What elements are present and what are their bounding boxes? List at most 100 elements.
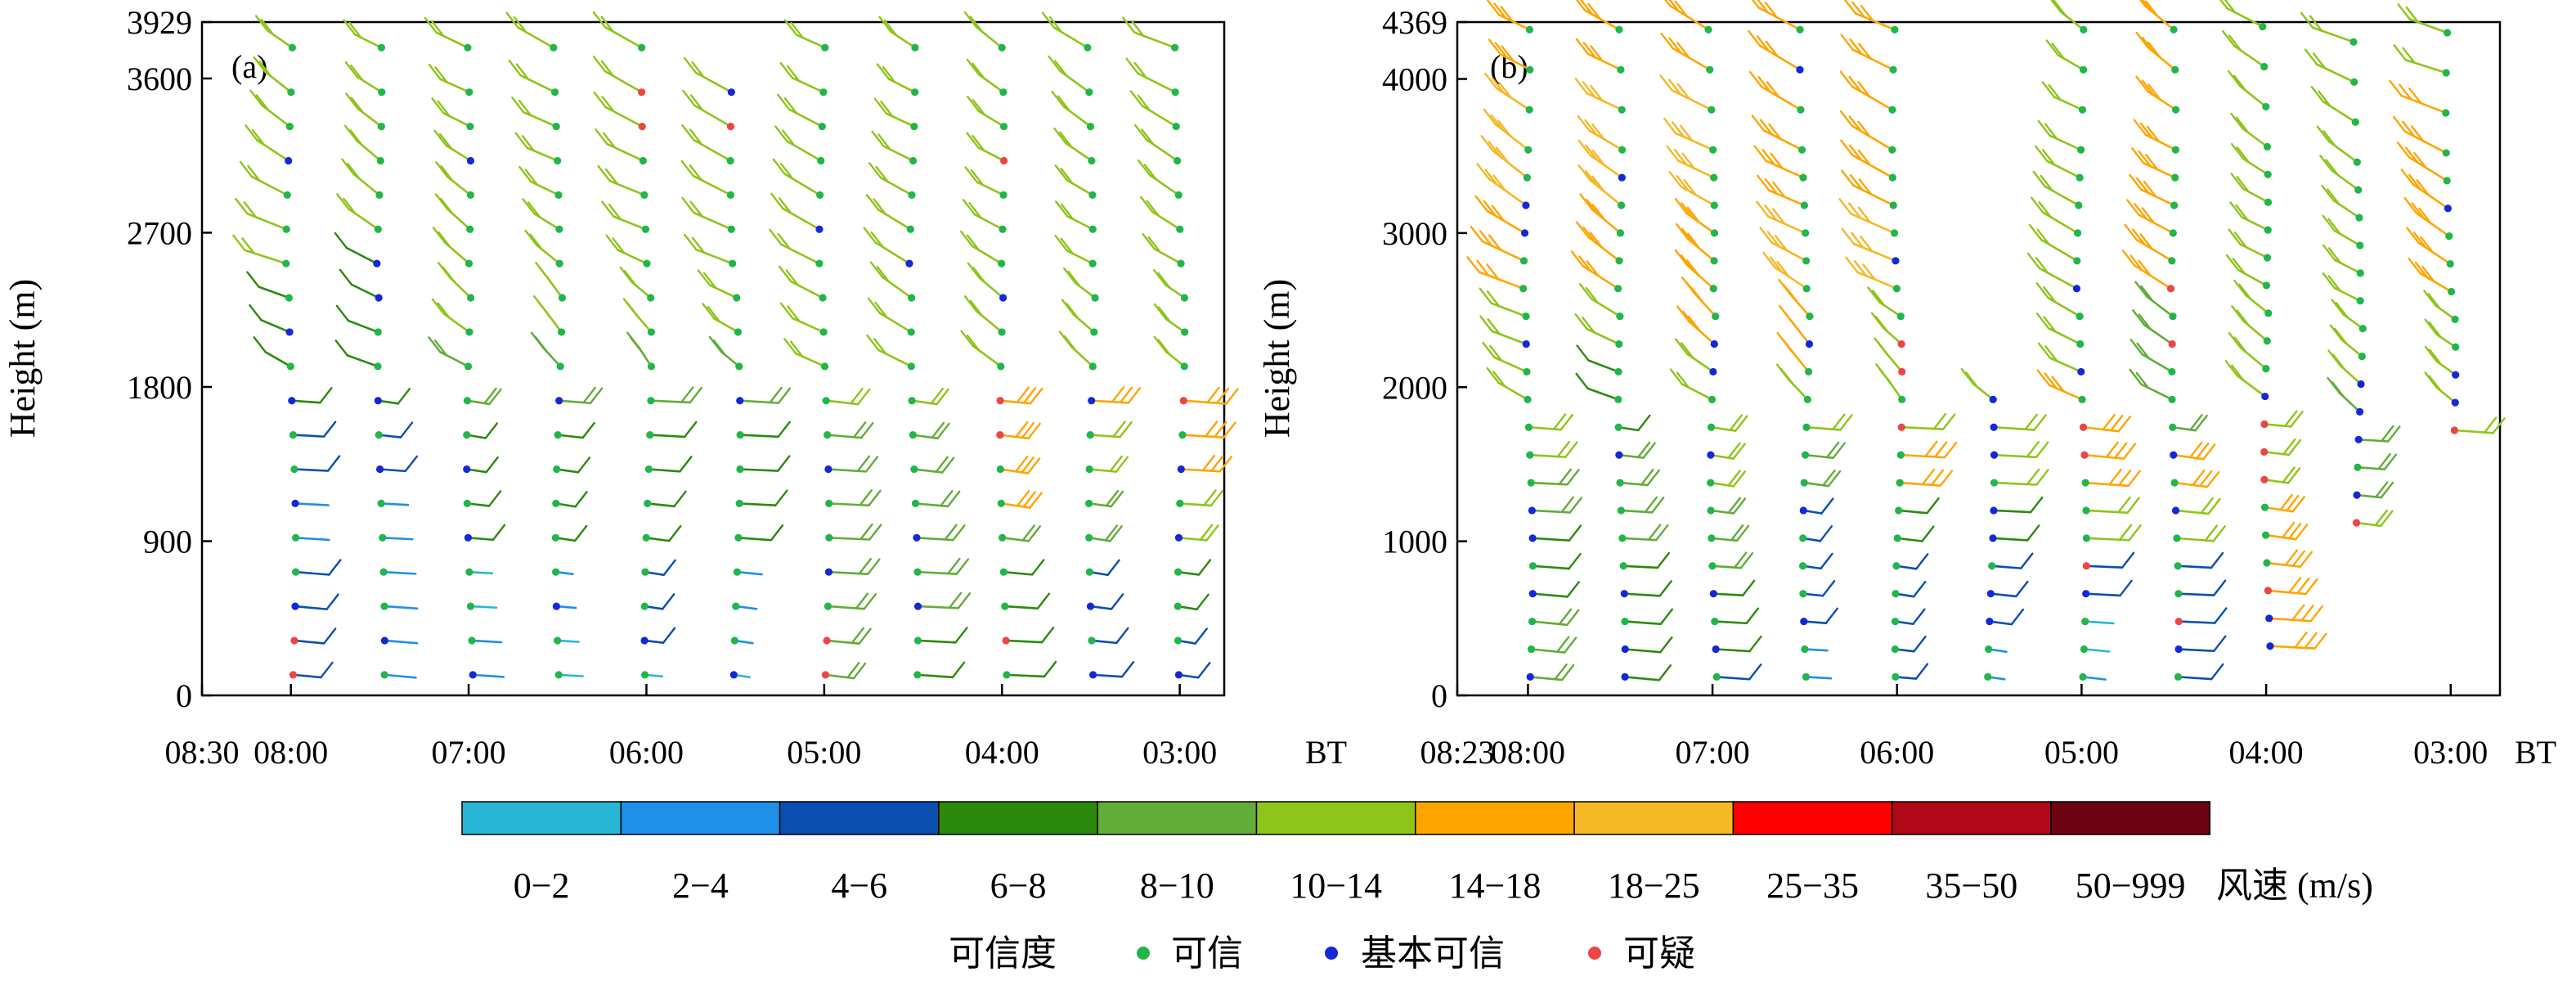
reliability-dot	[643, 259, 651, 268]
wind-barb-feather	[1051, 90, 1065, 108]
wind-barb-feather	[2035, 257, 2049, 274]
wind-barb-shaft	[2453, 429, 2494, 434]
wind-barb-feather	[1857, 206, 1872, 223]
wind-barb-feather	[1658, 664, 1672, 681]
wind-barb-shaft	[1588, 129, 1623, 151]
wind-barb-shaft	[2177, 648, 2215, 652]
reliability-dot	[1990, 506, 1998, 515]
wind-barb-feather	[442, 266, 456, 283]
wind-barb-shaft	[1090, 639, 1118, 645]
wind-barb-shaft	[246, 212, 288, 231]
wind-barb-shaft	[910, 399, 938, 406]
reliability-dot	[1088, 225, 1097, 233]
wind-barb-feather	[1848, 75, 1862, 93]
reliability-dot	[908, 294, 916, 302]
legend-color-swatch	[938, 801, 1098, 835]
wind-barb-shaft	[1618, 481, 1649, 487]
wind-barb-feather	[2228, 228, 2242, 245]
reliability-dot	[1799, 173, 1807, 182]
reliability-dot	[552, 499, 560, 507]
wind-barb-shaft	[1620, 509, 1654, 514]
wind-barb-feather	[863, 593, 877, 610]
wind-barb-shaft	[2177, 620, 2216, 624]
y-tick-label: 0	[1431, 677, 1447, 714]
wind-barb-feather	[1133, 61, 1147, 79]
wind-barb-feather	[1053, 127, 1067, 145]
wind-barb-feather	[2051, 43, 2065, 60]
wind-barb-shaft	[1762, 129, 1803, 151]
reliability-dot	[1086, 602, 1095, 610]
wind-barb-shaft	[2263, 451, 2291, 457]
wind-barb-feather	[712, 339, 726, 357]
wind-barb-feather	[344, 61, 359, 79]
reliability-dot	[2081, 617, 2089, 626]
wind-barb-shaft	[1767, 215, 1806, 235]
wind-barb-feather	[1591, 175, 1605, 192]
reliability-dot	[1989, 534, 1997, 542]
reliability-dot	[2174, 590, 2183, 598]
wind-barb-feather	[2331, 381, 2345, 398]
wind-barb-shaft	[1493, 356, 1528, 373]
wind-barb-feather	[431, 97, 445, 115]
legend-color-swatch	[620, 801, 781, 835]
wind-barb-shaft	[1672, 47, 1712, 71]
wind-barb-feather	[1646, 469, 1660, 487]
wind-barb-feather	[1106, 559, 1120, 576]
wind-barb-feather	[1591, 149, 1605, 167]
reliability-dot	[913, 602, 922, 610]
reliability-dot	[1003, 671, 1011, 679]
wind-barb-shaft	[1851, 184, 1895, 207]
wind-barb-feather	[1779, 367, 1794, 385]
reliability-dot	[553, 465, 561, 474]
wind-barb-feather	[1939, 470, 1954, 487]
reliability-dot	[2356, 241, 2364, 250]
wind-barb-feather	[2392, 115, 2407, 133]
reliability-dot	[2171, 146, 2180, 154]
wind-barb-feather	[2133, 119, 2147, 136]
wind-barb-feather	[1642, 442, 1656, 459]
reliability-dot	[374, 328, 382, 336]
reliability-dot	[2078, 106, 2087, 114]
wind-barb-feather	[2139, 122, 2154, 139]
wind-barb-shaft	[1993, 481, 2038, 486]
wind-barb-feather	[581, 421, 595, 439]
wind-barb-feather	[957, 592, 972, 609]
wind-barb-feather	[681, 124, 695, 142]
wind-barb-feather	[1668, 0, 1680, 12]
wind-barb-shaft	[915, 536, 954, 542]
wind-barb-feather	[1727, 497, 1741, 514]
wind-barb-feather	[673, 490, 687, 508]
reliability-dot	[908, 191, 916, 199]
reliability-dot	[1180, 294, 1189, 302]
wind-barb-shaft	[604, 106, 644, 128]
reliability-dot	[2169, 423, 2177, 431]
reliability-dot	[819, 328, 828, 336]
wind-barb-feather	[2028, 223, 2043, 241]
wind-barb-feather	[1674, 338, 1689, 355]
reliability-dot	[1620, 590, 1628, 598]
wind-barb-shaft	[1681, 383, 1713, 401]
wind-barb-feather	[1838, 198, 1852, 215]
wind-barb-feather	[2284, 410, 2298, 427]
reliability-dot	[2263, 142, 2272, 151]
wind-barb-feather	[1656, 551, 1671, 569]
wind-barb-feather	[2331, 299, 2345, 316]
reliability-dot	[1802, 672, 1810, 681]
reliability-dot	[373, 259, 381, 268]
wind-barb-shaft	[1532, 564, 1570, 570]
wind-barb-shaft	[469, 605, 498, 609]
wind-barb-feather	[1924, 440, 1938, 457]
wind-barb-shaft	[913, 468, 944, 474]
wind-barb-feather	[2035, 469, 2049, 486]
reliability-dot	[380, 671, 388, 679]
wind-barb-feather	[2329, 324, 2344, 341]
wind-barb-shaft	[788, 108, 824, 128]
wind-barb-feather	[936, 388, 949, 406]
reliability-dot	[644, 499, 652, 507]
reliability-dot	[729, 259, 737, 268]
wind-barb-feather	[2135, 371, 2150, 389]
wind-barb-feather	[1566, 609, 1580, 626]
wind-barb-feather	[529, 233, 543, 250]
wind-barb-feather	[2393, 44, 2407, 61]
reliability-dot	[1708, 106, 1716, 114]
